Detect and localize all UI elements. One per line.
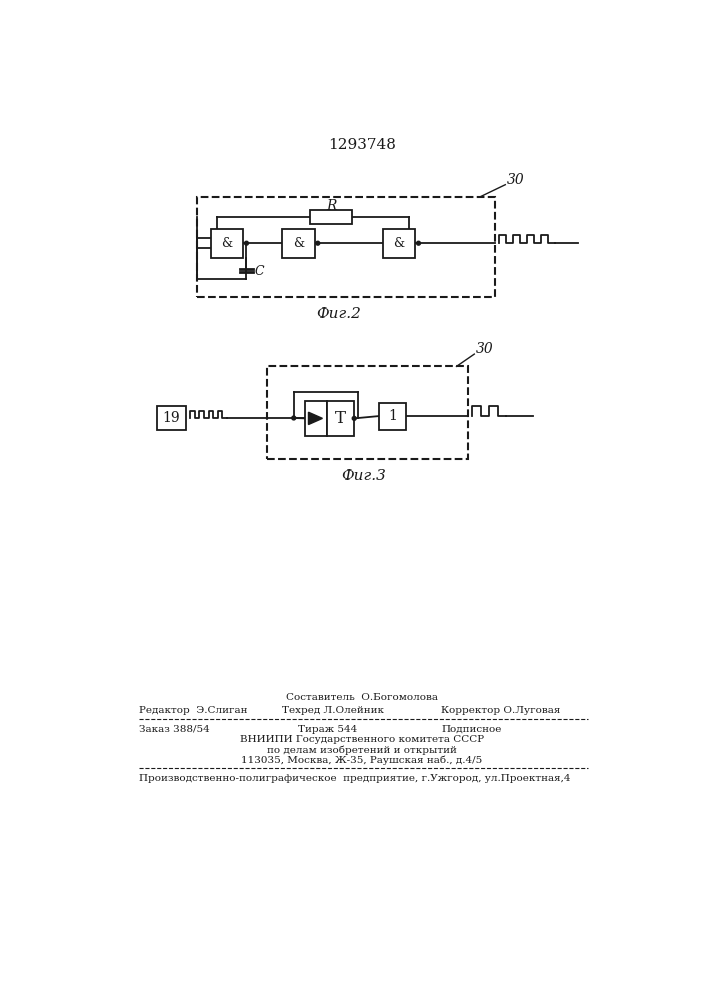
Bar (267, 366, 468, 459)
Bar (327, 401, 354, 436)
Bar (211, 229, 243, 258)
Text: &: & (221, 237, 233, 250)
Bar (310, 210, 353, 224)
Text: Подписное: Подписное (441, 725, 501, 734)
Text: 30: 30 (507, 173, 525, 187)
Text: 1293748: 1293748 (328, 138, 396, 152)
Text: 113035, Москва, Ж-35, Раушская наб., д.4/5: 113035, Москва, Ж-35, Раушская наб., д.4… (241, 755, 483, 765)
Circle shape (352, 416, 356, 420)
Text: Тираж 544: Тираж 544 (298, 725, 357, 734)
Text: Фиг.2: Фиг.2 (316, 307, 361, 321)
Bar (282, 229, 315, 258)
Text: 19: 19 (163, 411, 180, 425)
Text: &: & (394, 237, 404, 250)
Circle shape (316, 241, 320, 245)
Bar (383, 229, 416, 258)
Bar (379, 403, 406, 430)
Circle shape (245, 241, 248, 245)
Text: Производственно-полиграфическое  предприятие, г.Ужгород, ул.Проектная,4: Производственно-полиграфическое предприя… (139, 774, 571, 783)
Circle shape (416, 241, 421, 245)
Text: Корректор О.Луговая: Корректор О.Луговая (441, 706, 561, 715)
Text: Заказ 388/54: Заказ 388/54 (139, 725, 209, 734)
Bar (156, 406, 186, 430)
Bar (305, 401, 327, 436)
Text: T: T (335, 410, 346, 427)
Text: Фиг.3: Фиг.3 (341, 469, 386, 483)
Circle shape (292, 416, 296, 420)
Text: 30: 30 (476, 342, 493, 356)
Text: Редактор  Э.Слиган: Редактор Э.Слиган (139, 706, 247, 715)
Bar (197, 197, 495, 297)
Text: &: & (293, 237, 304, 250)
Text: 1: 1 (388, 409, 397, 423)
Text: ВНИИПИ Государственного комитета СССР: ВНИИПИ Государственного комитета СССР (240, 735, 484, 744)
Text: Техред Л.Олейник: Техред Л.Олейник (282, 706, 384, 715)
Polygon shape (308, 412, 322, 425)
Text: Составитель  О.Богомолова: Составитель О.Богомолова (286, 693, 438, 702)
Text: C: C (255, 265, 264, 278)
Text: R: R (326, 199, 337, 213)
Text: по делам изобретений и открытий: по делам изобретений и открытий (267, 745, 457, 755)
